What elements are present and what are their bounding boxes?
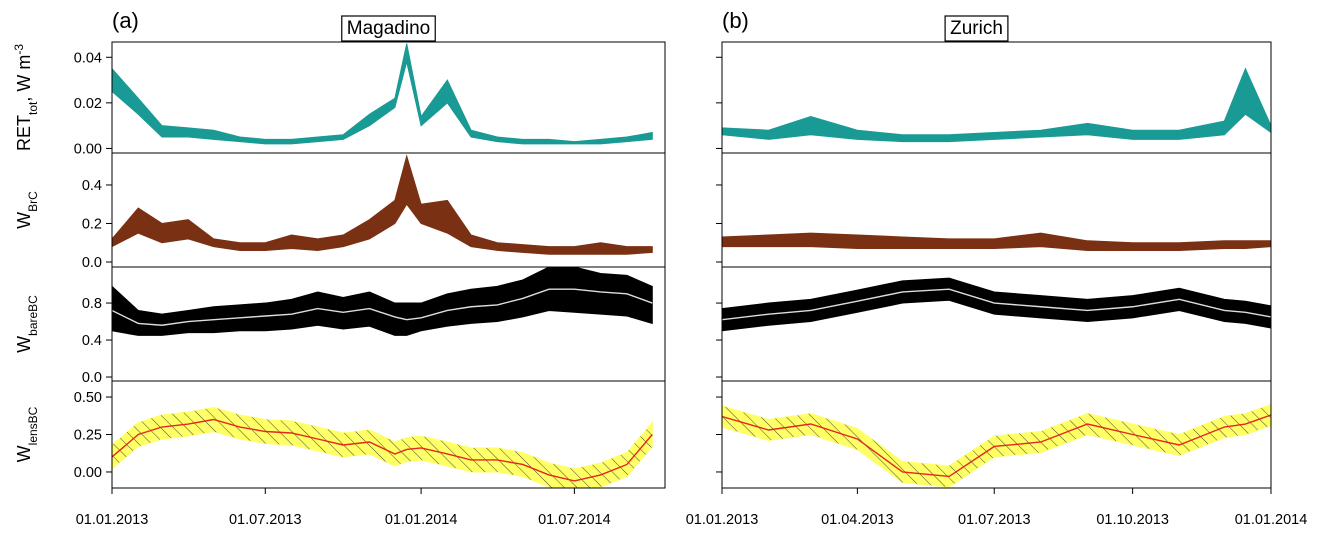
y-axis-label-part: , W m — [14, 55, 34, 102]
x-tick-label: 01.07.2014 — [538, 512, 611, 528]
y-axis-label-part: BrC — [26, 191, 40, 212]
y-tick-label: 0.2 — [82, 216, 102, 232]
y-axis-label: WBrC — [14, 191, 40, 229]
y-tick-label: 0.0 — [82, 370, 102, 386]
x-tick-label: 01.01.2014 — [1235, 512, 1308, 528]
y-tick-label: 0.50 — [74, 390, 102, 406]
y-tick-label: 0.00 — [74, 141, 102, 157]
plot-area — [112, 407, 653, 488]
x-tick-label: 01.07.2013 — [229, 512, 302, 528]
title-box — [341, 15, 436, 42]
band — [112, 43, 653, 145]
y-axis-label-part: W — [14, 336, 34, 353]
panel-label: (a) — [112, 8, 139, 33]
plot-area — [112, 154, 653, 255]
x-tick-label: 01.04.2013 — [821, 512, 894, 528]
x-tick-label: 01.01.2014 — [385, 512, 458, 528]
center-line — [112, 418, 653, 482]
y-tick-label: 0.0 — [82, 255, 102, 271]
center-line — [722, 288, 1271, 321]
plot-area — [112, 267, 653, 336]
y-axis-label: WlensBC — [14, 406, 40, 462]
band — [112, 154, 653, 255]
band — [112, 267, 653, 336]
x-tick-label: 01.07.2013 — [958, 512, 1031, 528]
band — [722, 67, 1271, 143]
title-box — [944, 15, 1009, 42]
panel-frame — [111, 380, 666, 489]
plot-area — [112, 43, 653, 145]
panel-frame — [721, 380, 1272, 489]
plot-area — [722, 232, 1271, 251]
y-tick-label: 0.04 — [74, 50, 102, 66]
chart-title: Zurich — [950, 18, 1003, 39]
y-axis-label-part: RET — [14, 115, 34, 151]
y-tick-label: 0.02 — [74, 96, 102, 112]
center-line — [722, 414, 1271, 478]
y-axis-label: WbareBC — [14, 295, 40, 353]
center-line — [112, 288, 653, 326]
y-axis-label: RETtot, W m-3 — [12, 44, 40, 151]
plot-area — [722, 67, 1271, 143]
x-tick-label: 01.10.2013 — [1096, 512, 1169, 528]
plot-area — [722, 403, 1271, 488]
y-tick-label: 0.00 — [74, 465, 102, 481]
y-axis-label-part: W — [14, 212, 34, 229]
y-tick-label: 0.4 — [82, 333, 102, 349]
plot-area — [722, 277, 1271, 332]
y-axis-label-part: lensBC — [26, 406, 40, 445]
panel-frame — [721, 266, 1272, 382]
y-axis-label-part: W — [14, 445, 34, 462]
y-tick-label: 0.8 — [82, 296, 102, 312]
y-axis-label-part: tot — [26, 101, 40, 115]
chart-title: Magadino — [347, 18, 430, 39]
y-tick-label: 0.25 — [74, 428, 102, 444]
x-tick-label: 01.01.2013 — [686, 512, 759, 528]
y-axis-label-part: -3 — [12, 44, 26, 55]
y-tick-label: 0.4 — [82, 178, 102, 194]
band — [722, 277, 1271, 332]
y-axis-label-part: bareBC — [26, 295, 40, 336]
x-tick-label: 01.01.2013 — [76, 512, 149, 528]
band — [722, 232, 1271, 251]
panel-label: (b) — [722, 8, 749, 33]
